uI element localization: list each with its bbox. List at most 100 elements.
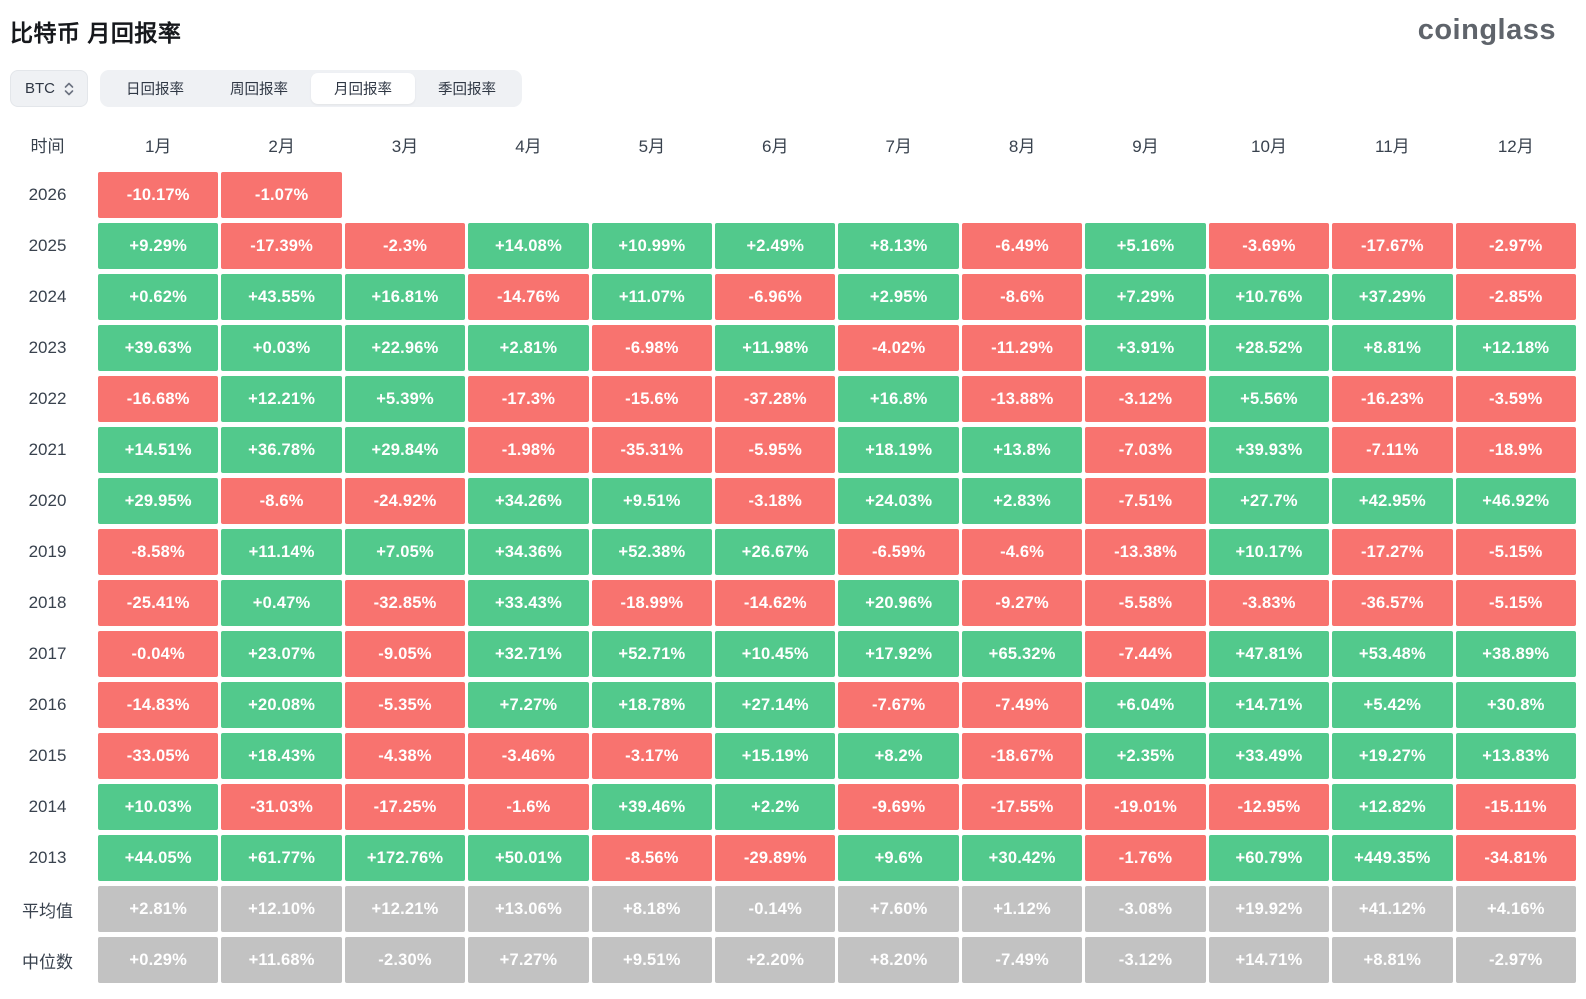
return-cell: +30.42% xyxy=(961,835,1083,881)
return-cell: -19.01% xyxy=(1085,784,1206,830)
return-cell: +15.19% xyxy=(715,733,836,779)
return-cell: +12.21% xyxy=(221,376,342,422)
column-header-month: 11月 xyxy=(1375,136,1410,156)
column-header-month: 4月 xyxy=(515,136,542,156)
empty-cell xyxy=(715,172,835,218)
column-header-time: 时间 xyxy=(30,136,65,156)
return-cell: +2.20% xyxy=(715,937,836,983)
return-cell: -15.11% xyxy=(1455,784,1576,830)
return-cell: +43.55% xyxy=(221,274,342,320)
return-cell: -5.95% xyxy=(715,427,836,473)
return-cell: +18.43% xyxy=(221,733,342,779)
empty-cell xyxy=(1209,172,1329,218)
return-cell: +0.29% xyxy=(98,937,219,983)
return-cell: +34.26% xyxy=(468,478,589,524)
return-cell: +172.76% xyxy=(344,835,466,881)
row-label: 2023 xyxy=(28,338,67,357)
return-cell: -6.49% xyxy=(961,223,1083,269)
column-header-month: 3月 xyxy=(391,136,419,156)
return-cell: +12.82% xyxy=(1332,784,1453,830)
return-cell: +0.03% xyxy=(221,325,342,371)
return-cell: -4.02% xyxy=(838,325,959,371)
return-cell: +2.49% xyxy=(715,223,836,269)
return-cell: -14.62% xyxy=(715,580,836,626)
row-label: 2016 xyxy=(28,695,67,714)
empty-cell xyxy=(1085,172,1205,218)
return-cell: -8.58% xyxy=(98,529,219,575)
return-cell: -3.83% xyxy=(1208,580,1330,626)
return-cell: -13.38% xyxy=(1085,529,1206,575)
return-cell: +2.95% xyxy=(838,274,959,320)
return-cell: +39.46% xyxy=(591,784,713,830)
return-cell: -16.23% xyxy=(1332,376,1453,422)
return-cell: -17.25% xyxy=(344,784,466,830)
return-cell: +13.83% xyxy=(1455,733,1576,779)
select-arrows-icon xyxy=(63,81,75,97)
return-cell: -37.28% xyxy=(715,376,836,422)
return-cell: -2.3% xyxy=(344,223,466,269)
tab-季回报率[interactable]: 季回报率 xyxy=(415,73,519,104)
return-cell: -8.6% xyxy=(221,478,342,524)
column-header-month: 8月 xyxy=(1008,136,1036,156)
return-cell: +7.29% xyxy=(1085,274,1206,320)
return-cell: -0.04% xyxy=(98,631,219,677)
row-label: 2021 xyxy=(28,440,67,459)
return-cell: -5.35% xyxy=(344,682,466,728)
return-cell: -7.44% xyxy=(1085,631,1206,677)
page-title: 比特币 月回报率 xyxy=(10,20,182,46)
return-cell: +2.83% xyxy=(961,478,1083,524)
return-cell: +16.8% xyxy=(838,376,959,422)
return-cell: +10.99% xyxy=(591,223,713,269)
return-cell: -31.03% xyxy=(221,784,342,830)
return-cell: -2.85% xyxy=(1455,274,1576,320)
return-cell: -34.81% xyxy=(1455,835,1576,881)
monthly-returns-table: 时间 1月 2月 3月 4月 5月 6月 7月 8月 9月 10月 11月 12月 2026 -10.17%… xyxy=(0,121,1576,983)
return-cell: -3.46% xyxy=(468,733,589,779)
return-cell: -11.29% xyxy=(961,325,1083,371)
return-cell: +39.93% xyxy=(1208,427,1330,473)
column-header-month: 5月 xyxy=(638,136,666,156)
return-cell: +18.78% xyxy=(591,682,713,728)
return-cell: +5.42% xyxy=(1332,682,1453,728)
return-cell: +9.51% xyxy=(591,937,713,983)
return-cell: -6.96% xyxy=(715,274,836,320)
return-cell: -7.49% xyxy=(961,682,1083,728)
coin-selector[interactable]: BTC xyxy=(10,70,88,107)
return-cell: +9.6% xyxy=(838,835,959,881)
return-cell: -17.55% xyxy=(961,784,1083,830)
return-cell: -10.17% xyxy=(98,172,219,218)
empty-cell xyxy=(962,172,1082,218)
return-cell: -16.68% xyxy=(98,376,219,422)
tab-月回报率[interactable]: 月回报率 xyxy=(311,73,415,104)
return-cell: +7.27% xyxy=(468,937,589,983)
row-label: 2019 xyxy=(28,542,67,561)
column-header-month: 6月 xyxy=(762,136,789,156)
return-cell: -18.9% xyxy=(1455,427,1576,473)
return-cell: +2.35% xyxy=(1085,733,1206,779)
return-cell: -5.15% xyxy=(1455,580,1576,626)
return-cell: -3.69% xyxy=(1208,223,1330,269)
return-cell: +65.32% xyxy=(961,631,1083,677)
return-cell: +19.92% xyxy=(1208,886,1330,932)
return-cell: -9.69% xyxy=(838,784,959,830)
return-cell: +10.76% xyxy=(1208,274,1330,320)
return-cell: -3.12% xyxy=(1085,937,1206,983)
empty-cell xyxy=(1456,172,1576,218)
return-cell: +10.45% xyxy=(715,631,836,677)
return-cell: -24.92% xyxy=(344,478,466,524)
return-cell: +12.21% xyxy=(344,886,466,932)
tab-日回报率[interactable]: 日回报率 xyxy=(103,73,207,104)
return-cell: +14.71% xyxy=(1208,682,1330,728)
tab-周回报率[interactable]: 周回报率 xyxy=(207,73,311,104)
return-cell: +60.79% xyxy=(1208,835,1330,881)
return-cell: +13.8% xyxy=(961,427,1083,473)
return-cell: -2.97% xyxy=(1455,223,1576,269)
return-cell: -1.98% xyxy=(468,427,589,473)
return-cell: +13.06% xyxy=(468,886,589,932)
return-cell: +29.84% xyxy=(344,427,466,473)
return-cell: -1.76% xyxy=(1085,835,1206,881)
return-cell: +4.16% xyxy=(1455,886,1576,932)
return-cell: +23.07% xyxy=(221,631,342,677)
return-cell: +33.43% xyxy=(468,580,589,626)
return-cell: -17.3% xyxy=(468,376,589,422)
